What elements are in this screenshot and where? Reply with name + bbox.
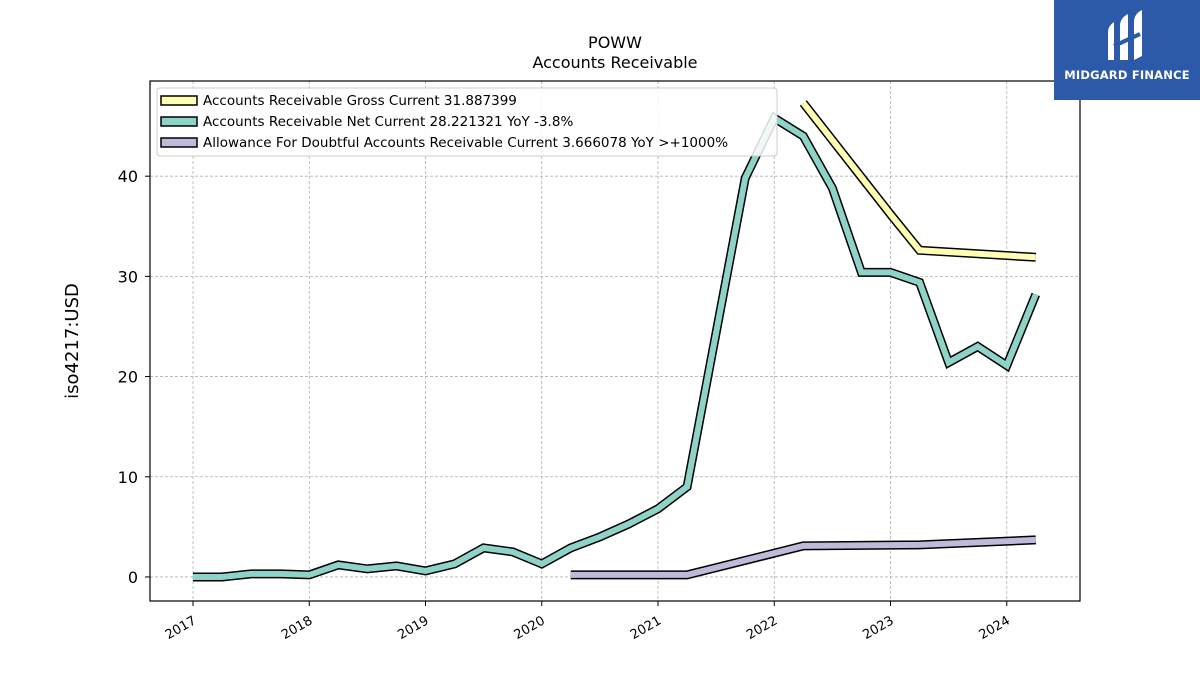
series-line-outline-1 — [193, 111, 1040, 582]
y-tick-label: 40 — [118, 167, 138, 186]
plot-area-frame — [149, 80, 1081, 602]
midgard-logo-icon — [1108, 10, 1142, 60]
y-tick-label: 10 — [118, 468, 138, 487]
x-tick-label: 2023 — [860, 613, 896, 643]
chart-subtitle: Accounts Receivable — [532, 53, 697, 72]
y-tick-label: 0 — [128, 568, 138, 587]
legend: Accounts Receivable Gross Current 31.887… — [156, 87, 778, 157]
series-line-1 — [193, 113, 1039, 580]
legend-swatch-1 — [160, 116, 198, 127]
legend-swatch-2 — [160, 137, 198, 148]
x-tick-label: 2024 — [977, 613, 1013, 643]
chart-title: POWW — [588, 33, 642, 52]
legend-label-0: Accounts Receivable Gross Current 31.887… — [203, 93, 517, 109]
x-tick-label: 2019 — [395, 613, 431, 643]
logo-text: MIDGARD FINANCE — [1064, 68, 1190, 82]
x-tick-label: 2021 — [628, 613, 664, 643]
x-tick-label: 2018 — [279, 613, 315, 643]
grid — [150, 81, 1080, 601]
series-line-2 — [570, 536, 1036, 578]
x-tick-label: 2017 — [163, 613, 199, 643]
legend-box — [156, 87, 778, 157]
series-line-0 — [800, 101, 1036, 261]
legend-swatch-0 — [160, 95, 198, 106]
x-tick-label: 2022 — [744, 613, 780, 643]
x-tick-label: 2020 — [512, 613, 548, 643]
y-axis-label: iso4217:USD — [62, 283, 83, 399]
series-lines — [193, 100, 1040, 582]
legend-label-1: Accounts Receivable Net Current 28.22132… — [203, 114, 573, 130]
midgard-finance-logo: MIDGARD FINANCE — [1054, 0, 1200, 100]
legend-label-2: Allowance For Doubtful Accounts Receivab… — [203, 135, 728, 151]
y-tick-label: 30 — [118, 267, 138, 286]
series-line-outline-0 — [799, 100, 1037, 262]
y-tick-label: 20 — [118, 368, 138, 387]
